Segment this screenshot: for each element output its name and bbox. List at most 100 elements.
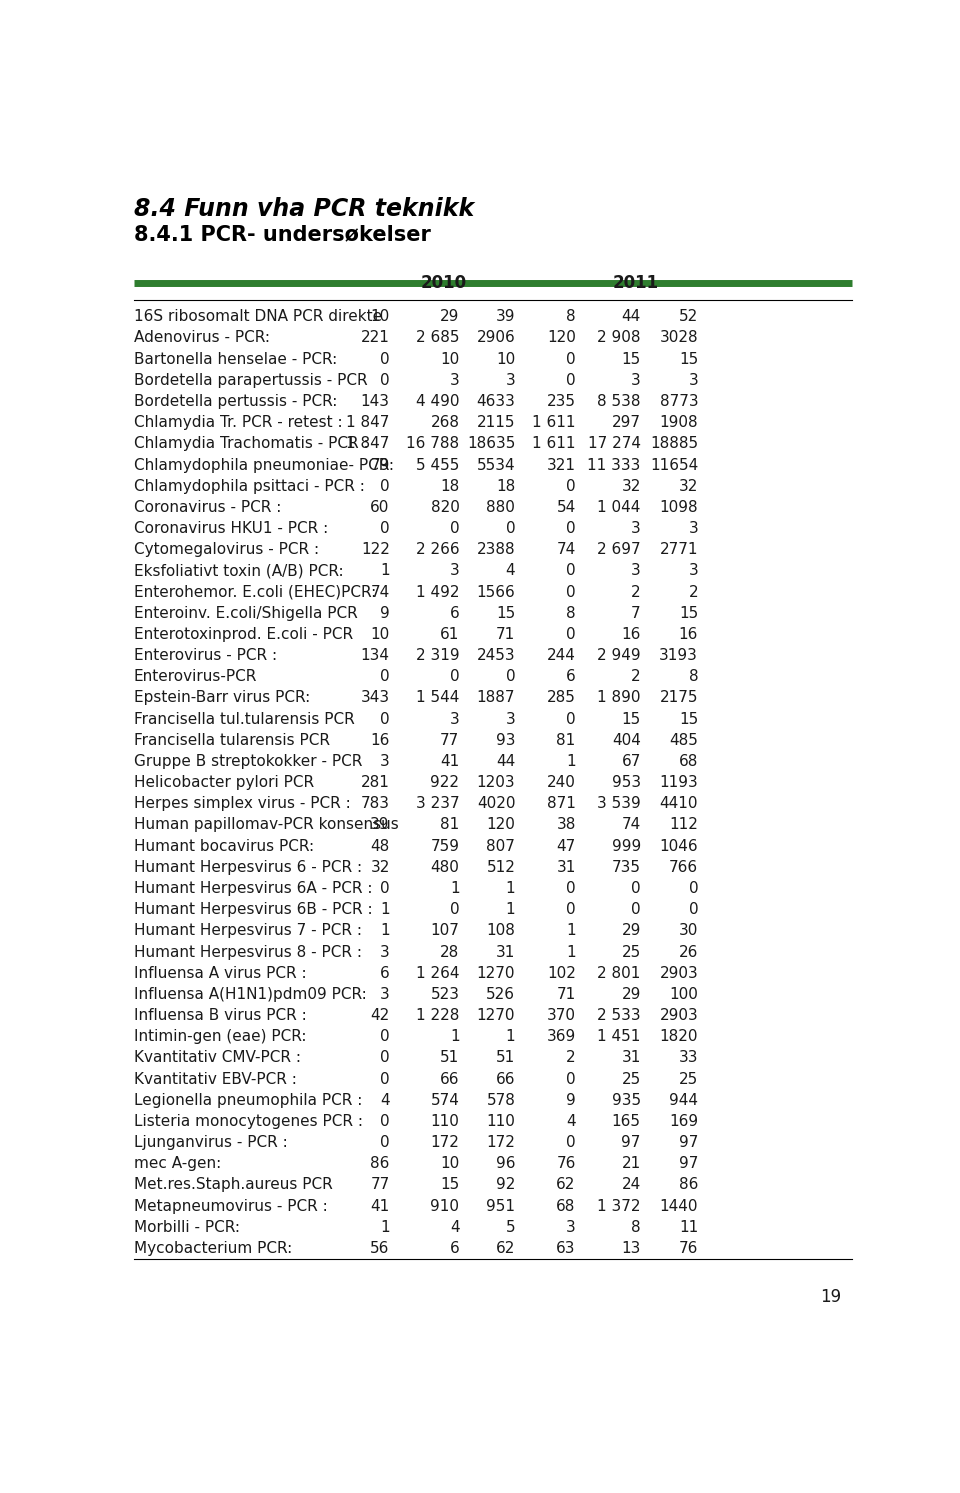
Text: 21: 21 xyxy=(621,1156,641,1172)
Text: 2453: 2453 xyxy=(476,648,516,663)
Text: 0: 0 xyxy=(380,1114,390,1129)
Text: 0: 0 xyxy=(688,902,698,917)
Text: 15: 15 xyxy=(441,1178,460,1193)
Text: 0: 0 xyxy=(566,521,576,536)
Text: Eksfoliativt toxin (A/B) PCR:: Eksfoliativt toxin (A/B) PCR: xyxy=(134,563,344,578)
Text: 2 908: 2 908 xyxy=(597,330,641,345)
Text: 74: 74 xyxy=(557,542,576,557)
Text: 81: 81 xyxy=(557,733,576,748)
Text: 0: 0 xyxy=(506,521,516,536)
Text: 3: 3 xyxy=(631,373,641,388)
Text: 32: 32 xyxy=(679,479,698,494)
Text: 62: 62 xyxy=(496,1241,516,1256)
Text: Helicobacter pylori PCR: Helicobacter pylori PCR xyxy=(134,775,314,790)
Text: 79: 79 xyxy=(371,457,390,472)
Text: 0: 0 xyxy=(566,627,576,642)
Text: 0: 0 xyxy=(566,881,576,896)
Text: 735: 735 xyxy=(612,860,641,875)
Text: 4020: 4020 xyxy=(477,796,516,811)
Text: 1 847: 1 847 xyxy=(347,436,390,451)
Text: 1098: 1098 xyxy=(660,500,698,515)
Text: 6: 6 xyxy=(566,669,576,684)
Text: 0: 0 xyxy=(566,563,576,578)
Text: 18635: 18635 xyxy=(467,436,516,451)
Text: 48: 48 xyxy=(371,839,390,854)
Text: 1 372: 1 372 xyxy=(597,1199,641,1214)
Text: 759: 759 xyxy=(430,839,460,854)
Text: 4: 4 xyxy=(450,1220,460,1235)
Text: 25: 25 xyxy=(679,1072,698,1087)
Text: 1: 1 xyxy=(380,563,390,578)
Text: Metapneumovirus - PCR :: Metapneumovirus - PCR : xyxy=(134,1199,327,1214)
Text: 4410: 4410 xyxy=(660,796,698,811)
Text: 29: 29 xyxy=(440,309,460,324)
Text: 2 801: 2 801 xyxy=(597,966,641,981)
Text: 102: 102 xyxy=(547,966,576,981)
Text: 4: 4 xyxy=(566,1114,576,1129)
Text: Adenovirus - PCR:: Adenovirus - PCR: xyxy=(134,330,270,345)
Text: 0: 0 xyxy=(380,712,390,727)
Text: 3: 3 xyxy=(380,754,390,769)
Text: 820: 820 xyxy=(431,500,460,515)
Text: 1 492: 1 492 xyxy=(416,585,460,600)
Text: 343: 343 xyxy=(361,690,390,706)
Text: 107: 107 xyxy=(431,923,460,939)
Text: Listeria monocytogenes PCR :: Listeria monocytogenes PCR : xyxy=(134,1114,363,1129)
Text: Humant Herpesvirus 6A - PCR :: Humant Herpesvirus 6A - PCR : xyxy=(134,881,372,896)
Text: 2 685: 2 685 xyxy=(416,330,460,345)
Text: 62: 62 xyxy=(557,1178,576,1193)
Text: 1270: 1270 xyxy=(477,1008,516,1023)
Text: 165: 165 xyxy=(612,1114,641,1129)
Text: Francisella tularensis PCR: Francisella tularensis PCR xyxy=(134,733,330,748)
Text: 221: 221 xyxy=(361,330,390,345)
Text: Epstein-Barr virus PCR:: Epstein-Barr virus PCR: xyxy=(134,690,310,706)
Text: 3: 3 xyxy=(380,945,390,960)
Text: 15: 15 xyxy=(621,712,641,727)
Text: 2175: 2175 xyxy=(660,690,698,706)
Text: 41: 41 xyxy=(441,754,460,769)
Text: Intimin-gen (eae) PCR:: Intimin-gen (eae) PCR: xyxy=(134,1029,306,1044)
Text: 15: 15 xyxy=(679,352,698,367)
Text: mec A-gen:: mec A-gen: xyxy=(134,1156,221,1172)
Text: 0: 0 xyxy=(688,881,698,896)
Text: 922: 922 xyxy=(430,775,460,790)
Text: 523: 523 xyxy=(430,987,460,1002)
Text: Influensa A(H1N1)pdm09 PCR:: Influensa A(H1N1)pdm09 PCR: xyxy=(134,987,367,1002)
Text: 8773: 8773 xyxy=(660,394,698,409)
Text: Bordetella pertussis - PCR:: Bordetella pertussis - PCR: xyxy=(134,394,337,409)
Text: 11654: 11654 xyxy=(650,457,698,472)
Text: 1 264: 1 264 xyxy=(416,966,460,981)
Text: 1193: 1193 xyxy=(660,775,698,790)
Text: 0: 0 xyxy=(380,373,390,388)
Text: 86: 86 xyxy=(679,1178,698,1193)
Text: 39: 39 xyxy=(371,818,390,833)
Text: 8: 8 xyxy=(566,309,576,324)
Text: 97: 97 xyxy=(679,1135,698,1150)
Text: Human papillomav-PCR konsensus: Human papillomav-PCR konsensus xyxy=(134,818,398,833)
Text: 44: 44 xyxy=(496,754,516,769)
Text: 92: 92 xyxy=(496,1178,516,1193)
Text: 2 319: 2 319 xyxy=(416,648,460,663)
Text: Legionella pneumophila PCR :: Legionella pneumophila PCR : xyxy=(134,1093,362,1108)
Text: 871: 871 xyxy=(547,796,576,811)
Text: 2011: 2011 xyxy=(613,275,660,293)
Text: 297: 297 xyxy=(612,415,641,430)
Text: 100: 100 xyxy=(669,987,698,1002)
Text: Enteroinv. E.coli/Shigella PCR: Enteroinv. E.coli/Shigella PCR xyxy=(134,606,358,621)
Text: 16: 16 xyxy=(371,733,390,748)
Text: Herpes simplex virus - PCR :: Herpes simplex virus - PCR : xyxy=(134,796,350,811)
Text: 0: 0 xyxy=(566,902,576,917)
Text: 574: 574 xyxy=(431,1093,460,1108)
Text: 172: 172 xyxy=(487,1135,516,1150)
Text: 5 455: 5 455 xyxy=(416,457,460,472)
Text: 370: 370 xyxy=(546,1008,576,1023)
Text: 1 611: 1 611 xyxy=(532,415,576,430)
Text: 369: 369 xyxy=(546,1029,576,1044)
Text: 512: 512 xyxy=(487,860,516,875)
Text: 2: 2 xyxy=(566,1051,576,1066)
Text: 44: 44 xyxy=(621,309,641,324)
Text: 10: 10 xyxy=(371,309,390,324)
Text: 15: 15 xyxy=(621,352,641,367)
Text: 0: 0 xyxy=(566,712,576,727)
Text: Francisella tul.tularensis PCR: Francisella tul.tularensis PCR xyxy=(134,712,354,727)
